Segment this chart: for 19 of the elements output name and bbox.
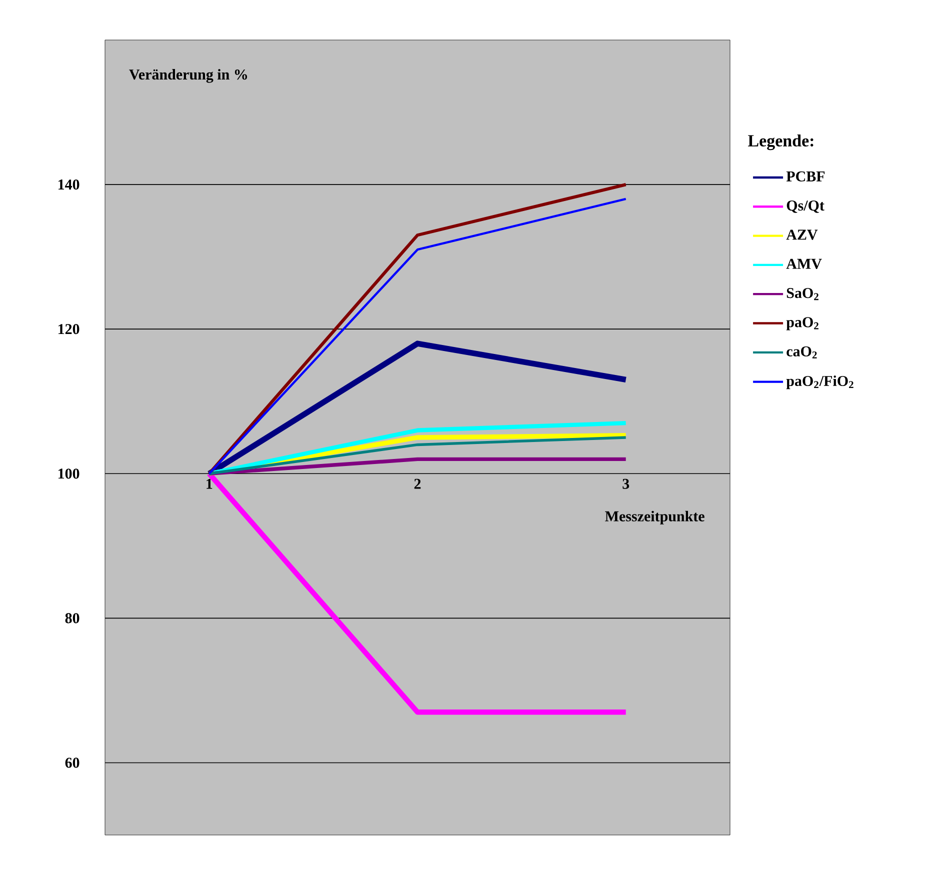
y-axis-title: Veränderung in % — [129, 69, 248, 83]
legend-label: AMV — [786, 258, 822, 269]
y-tick-label: 100 — [58, 468, 80, 479]
legend-label: SaO$_{2}$ — [786, 288, 818, 300]
x-tick-label: 2 — [414, 478, 421, 489]
y-tick-label: 140 — [58, 179, 80, 190]
y-tick-label: 60 — [65, 758, 80, 768]
legend-label: paO$_{2}$ — [786, 317, 818, 330]
x-tick-label: 1 — [206, 478, 212, 489]
y-tick-label: 80 — [65, 613, 80, 624]
legend-label: Qs/Qt — [786, 200, 824, 213]
legend-label: AZV — [786, 230, 818, 240]
legend-label: caO$_{2}$ — [786, 346, 817, 358]
x-axis-title: Messzeitpunkte — [605, 510, 704, 524]
legend-title: Legende: — [748, 134, 814, 150]
x-tick-label: 3 — [622, 478, 630, 489]
y-tick-label: 120 — [58, 324, 80, 334]
legend-label: paO$_{2}$/FiO$_{2}$ — [786, 375, 854, 390]
legend-label: PCBF — [786, 171, 825, 182]
